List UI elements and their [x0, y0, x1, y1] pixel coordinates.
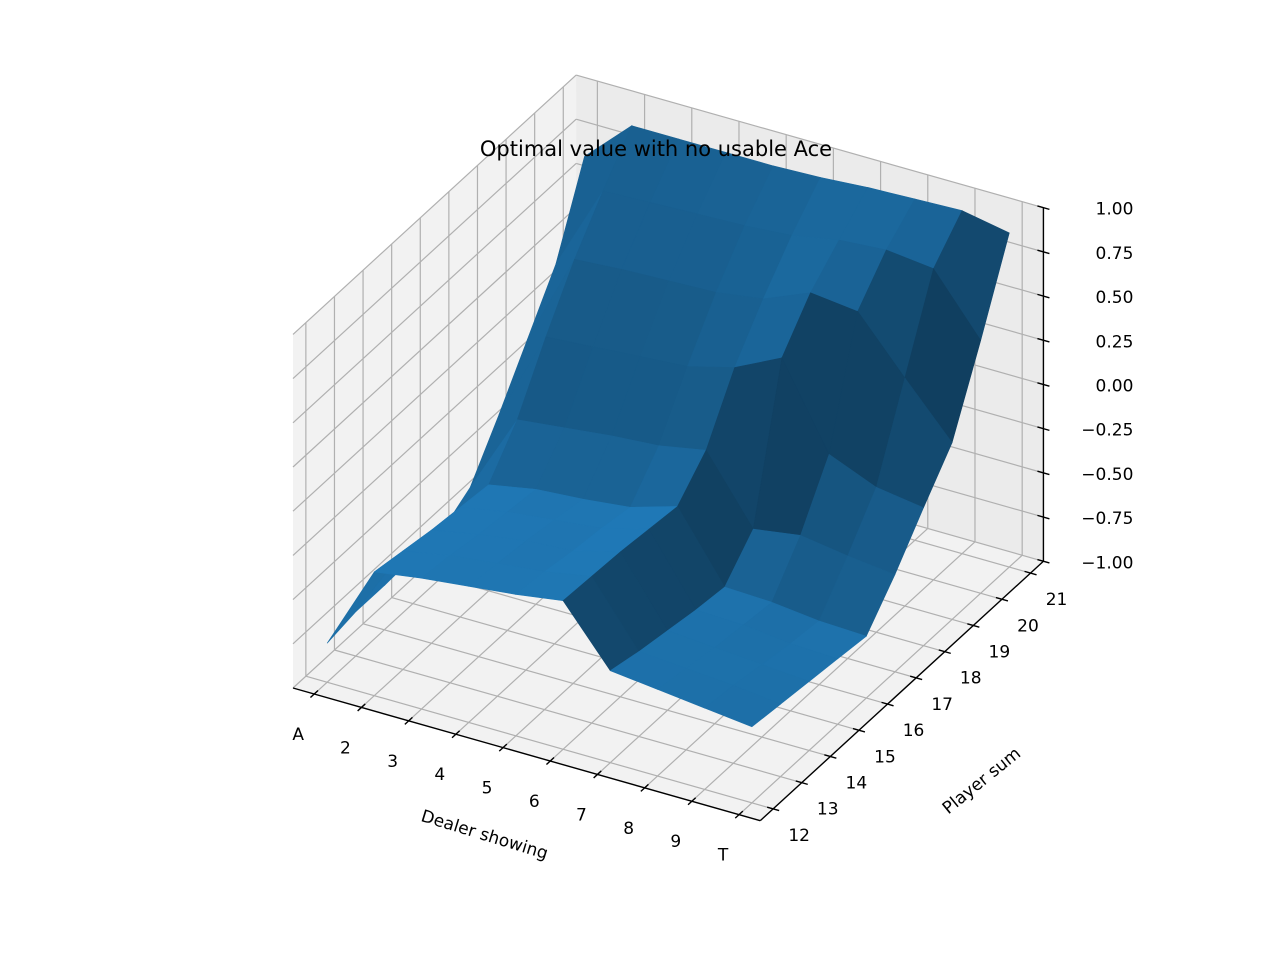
- z-tick-label: 0.50: [1096, 288, 1134, 308]
- x-tick-label: 3: [387, 752, 398, 772]
- y-axis-line: [759, 560, 1044, 822]
- x-axis-label: Dealer showing: [419, 806, 551, 864]
- y-tick: [766, 806, 780, 812]
- z-tick-label: −0.25: [1081, 421, 1133, 441]
- y-tick-label: 17: [931, 695, 953, 715]
- x-tick: [593, 770, 602, 779]
- y-tick-label: 18: [960, 669, 982, 689]
- z-tick: [1037, 426, 1050, 432]
- x-tick: [545, 757, 555, 766]
- y-gridline: [362, 623, 831, 758]
- y-tick: [881, 701, 894, 707]
- y-tick: [938, 649, 951, 655]
- z-tick: [1037, 382, 1050, 387]
- z-tick-label: 0.75: [1096, 244, 1134, 264]
- z-gridline: [292, 251, 577, 512]
- y-tick-label: 19: [989, 642, 1011, 662]
- x-tick-label: 2: [340, 738, 351, 758]
- x-tick-label: 9: [670, 832, 681, 852]
- z-tick: [1037, 558, 1050, 564]
- y-tick: [1024, 570, 1037, 576]
- y-tick: [995, 596, 1009, 602]
- x-tick-label: T: [717, 846, 729, 866]
- chart-title: Optimal value with no usable Ace: [480, 137, 832, 161]
- z-tick-label: 0.00: [1096, 376, 1134, 396]
- x-tick-label: 5: [482, 779, 493, 799]
- x-tick: [498, 743, 508, 752]
- x-tick: [734, 810, 744, 819]
- y-tick-label: 20: [1017, 616, 1039, 636]
- x-tick-label: 6: [529, 792, 540, 812]
- x-tick-label: 8: [623, 819, 634, 839]
- y-tick-label: 16: [903, 721, 925, 741]
- x-tick: [309, 690, 319, 699]
- x-tick: [451, 730, 461, 739]
- y-tick: [909, 675, 923, 681]
- z-tick-label: 0.25: [1096, 332, 1134, 352]
- y-tick: [852, 727, 866, 733]
- x-gridline: [738, 554, 1023, 816]
- x-tick-label: 7: [576, 805, 587, 825]
- x-gridline: [691, 541, 976, 802]
- z-tick: [1037, 337, 1050, 343]
- y-gridline: [305, 675, 774, 810]
- y-tick: [795, 780, 808, 786]
- z-tick: [1037, 205, 1050, 211]
- y-tick-label: 15: [874, 747, 896, 767]
- x-tick: [687, 797, 697, 806]
- y-tick: [824, 754, 837, 759]
- z-tick: [1037, 249, 1050, 255]
- tick-labels: A 2 3 4 5 6 7 8 9 T 12 13 14 15 16 17 18 19 20 21 −1.00 −0.75…: [292, 200, 1133, 866]
- z-tick: [1037, 514, 1050, 520]
- z-tick-label: −1.00: [1081, 553, 1133, 573]
- surface-plot: [326, 124, 1010, 728]
- x-axis-line: [292, 687, 761, 822]
- z-gridline: [292, 207, 577, 468]
- z-tick-label: 1.00: [1096, 200, 1134, 220]
- z-gridline: [292, 162, 577, 424]
- z-tick: [1037, 293, 1050, 299]
- y-tick: [967, 623, 980, 628]
- z-gridline: [292, 74, 577, 335]
- y-gridline: [334, 649, 802, 784]
- z-gridline: [575, 74, 1044, 209]
- z-tick-label: −0.75: [1081, 509, 1133, 529]
- y-tick-label: 14: [846, 773, 868, 793]
- x-tick: [640, 783, 649, 792]
- y-axis-label: Player sum: [939, 744, 1025, 819]
- x-tick: [357, 703, 366, 712]
- z-tick-label: −0.50: [1081, 465, 1133, 485]
- x-tick-label: A: [292, 725, 304, 745]
- surface-patch: [704, 685, 782, 728]
- z-tick: [1037, 470, 1050, 476]
- y-tick-label: 21: [1046, 590, 1068, 610]
- x-tick-label: 4: [434, 765, 445, 785]
- y-tick-label: 13: [817, 800, 839, 820]
- x-tick: [404, 716, 413, 725]
- z-gridline: [292, 118, 577, 380]
- y-tick-label: 12: [788, 826, 810, 846]
